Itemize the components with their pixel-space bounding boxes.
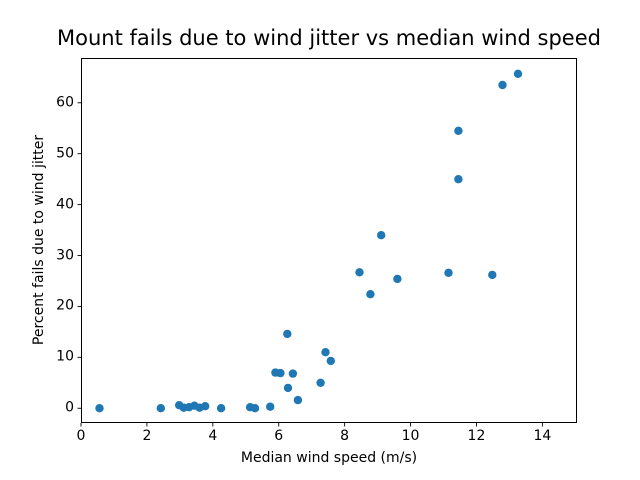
chart-title: Mount fails due to wind jitter vs median…: [57, 26, 601, 50]
data-point: [283, 329, 292, 339]
y-tick-label: 60: [56, 94, 74, 111]
data-point: [276, 368, 285, 378]
x-axis-label: Median wind speed (m/s): [240, 450, 418, 466]
data-point: [321, 348, 330, 357]
x-tick-label: 2: [142, 428, 152, 444]
data-point: [513, 69, 523, 79]
data-point: [355, 268, 364, 277]
data-point: [293, 395, 303, 405]
data-point: [444, 268, 453, 277]
y-tick-label: 20: [56, 298, 74, 315]
plot-border: [81, 58, 577, 423]
x-tick-label: 14: [533, 428, 552, 444]
data-point: [288, 369, 298, 378]
y-tick-label: 0: [65, 399, 74, 416]
x-tick-label: 6: [274, 428, 284, 444]
data-point: [377, 231, 386, 240]
y-tick-label: 50: [56, 145, 74, 162]
data-point: [366, 290, 375, 299]
x-tick-label: 12: [467, 428, 486, 444]
x-tick-label: 8: [340, 428, 350, 444]
y-tick-label: 10: [56, 349, 74, 366]
data-point: [156, 404, 165, 413]
data-point: [201, 402, 210, 411]
data-point: [316, 378, 325, 387]
data-point: [95, 404, 104, 413]
x-tick-label: 10: [401, 428, 420, 444]
data-point: [454, 126, 463, 135]
y-tick-label: 30: [56, 247, 74, 264]
data-point: [393, 274, 402, 284]
data-point: [283, 383, 293, 393]
data-point: [488, 270, 497, 280]
data-point: [498, 80, 507, 90]
data-point: [266, 402, 275, 411]
data-point: [326, 356, 335, 366]
y-axis-label: Percent fails due to wind jitter: [31, 134, 47, 346]
data-point: [454, 175, 463, 184]
y-tick-label: 40: [56, 196, 74, 213]
x-tick-label: 0: [76, 428, 86, 444]
x-tick-label: 4: [208, 428, 218, 444]
data-point: [216, 404, 226, 413]
data-point: [250, 404, 260, 413]
